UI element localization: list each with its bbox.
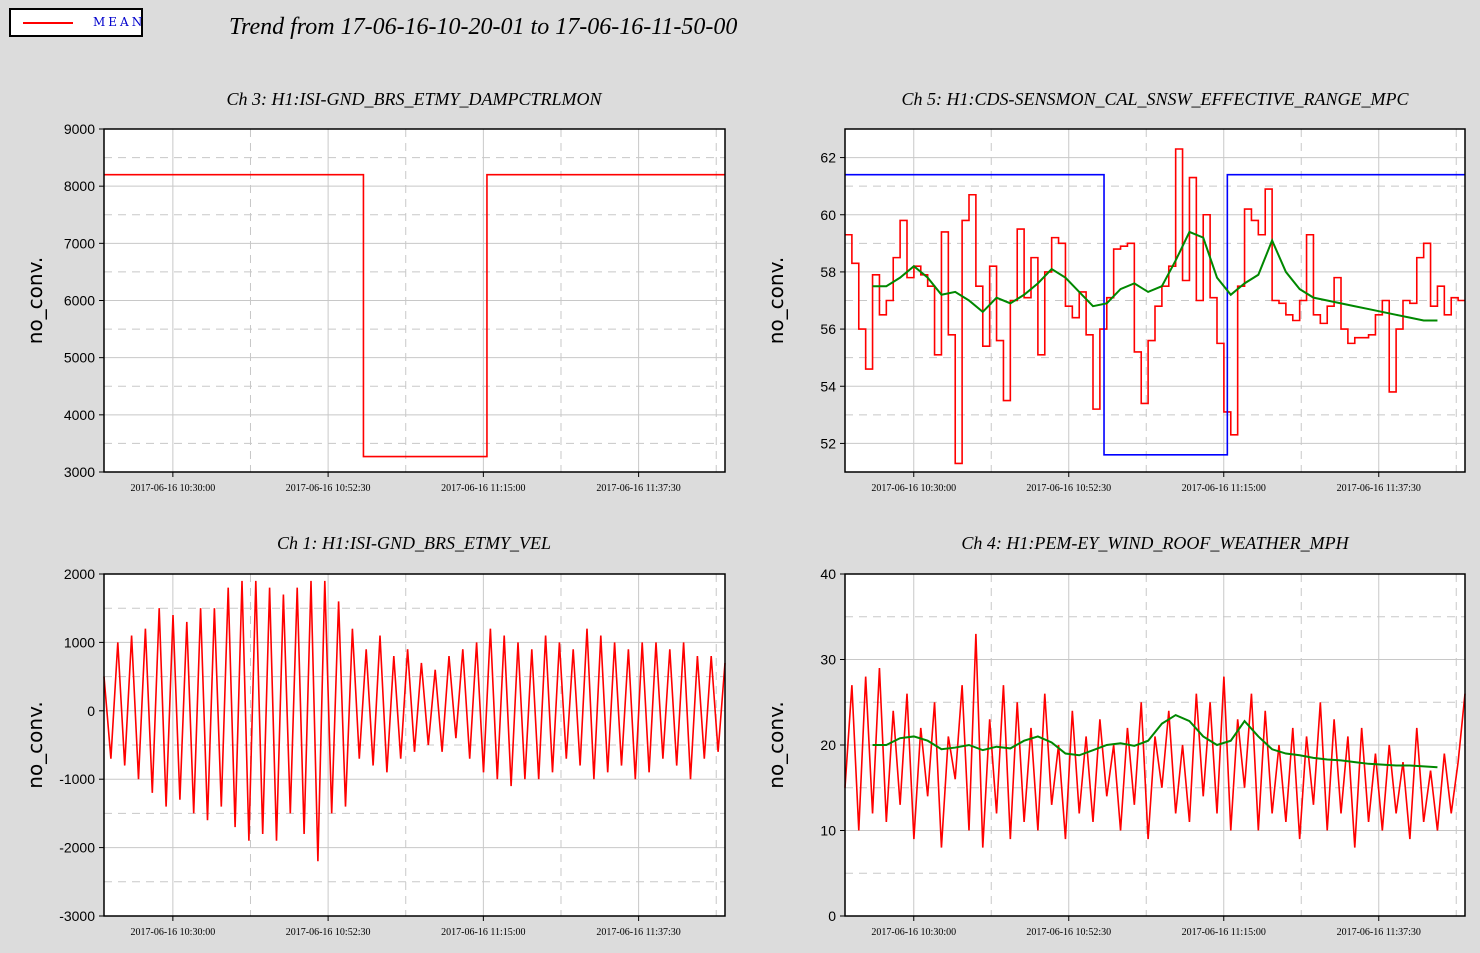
y-tick-label: 10 [820,823,836,839]
y-axis-label: no_conv. [764,701,788,788]
y-tick-label: 0 [87,703,95,719]
series-line-2 [845,173,1465,456]
x-tick-label: 2017-06-16 11:37:30 [596,483,680,494]
chart-panel-2: 52 54 56 58 60 62 2017-06-16 10:30:00 2017-06-1… [764,89,1466,494]
x-tick-label: 2017-06-16 10:52:30 [1026,927,1111,938]
x-tick-label: 2017-06-16 10:30:00 [131,927,216,938]
chart-panel-3: -3000 -2000 -1000 0 1000 2000 2017-06-16 10:30… [23,533,726,938]
y-tick-label: 9000 [64,121,95,137]
series-line-1 [845,148,1465,465]
series-line-1 [104,173,725,458]
series-line-1 [103,580,726,862]
y-tick-label: 8000 [64,178,95,194]
y-tick-label: 30 [820,652,836,668]
legend-label: MEAN [93,15,146,29]
y-tick-label: 52 [820,435,836,451]
y-tick-label: 20 [820,737,836,753]
chart-title: Ch 3: H1:ISI-GND_BRS_ETMY_DAMPCTRLMON [227,89,603,109]
x-tick-label: 2017-06-16 10:30:00 [871,927,956,938]
chart-panel-4: 0 10 20 30 40 2017-06-16 10:30:00 2017-06-16 1… [764,533,1466,938]
y-tick-label: 7000 [64,235,95,251]
chart-title: Ch 5: H1:CDS-SENSMON_CAL_SNSW_EFFECTIVE_… [902,89,1410,109]
y-tick-label: -1000 [59,771,95,787]
page-title: Trend from 17-06-16-10-20-01 to 17-06-16… [229,14,738,40]
series-line-2 [872,713,1438,769]
y-tick-label: 2000 [64,566,95,582]
plot-frame [103,573,726,917]
y-tick-label: -2000 [59,840,95,856]
y-axis-label: no_conv. [23,701,47,788]
x-tick-label: 2017-06-16 10:52:30 [286,483,371,494]
chart-title: Ch 4: H1:PEM-EY_WIND_ROOF_WEATHER_MPH [961,533,1349,553]
y-axis-label: no_conv. [764,257,788,344]
x-tick-label: 2017-06-16 10:52:30 [286,927,371,938]
y-tick-label: 62 [820,150,836,166]
legend-box: MEAN [9,8,143,37]
y-tick-label: -3000 [59,908,95,924]
y-tick-label: 54 [820,378,836,394]
x-tick-label: 2017-06-16 10:30:00 [871,483,956,494]
x-tick-label: 2017-06-16 11:15:00 [441,927,525,938]
y-tick-label: 60 [820,207,836,223]
y-tick-label: 0 [828,908,836,924]
y-tick-label: 40 [820,566,836,582]
series-line-3 [872,230,1438,322]
y-tick-label: 4000 [64,407,95,423]
x-tick-label: 2017-06-16 11:15:00 [1182,927,1266,938]
y-tick-label: 58 [820,264,836,280]
plot-frame [844,128,1466,473]
y-tick-label: 6000 [64,293,95,309]
x-tick-label: 2017-06-16 11:15:00 [1182,483,1266,494]
x-tick-label: 2017-06-16 11:37:30 [1337,927,1421,938]
x-tick-label: 2017-06-16 11:15:00 [441,483,525,494]
x-tick-label: 2017-06-16 11:37:30 [596,927,680,938]
chart-title: Ch 1: H1:ISI-GND_BRS_ETMY_VEL [277,533,551,553]
legend-swatch [23,22,73,24]
y-tick-label: 5000 [64,350,95,366]
x-tick-label: 2017-06-16 11:37:30 [1337,483,1421,494]
y-tick-label: 1000 [64,634,95,650]
series-line-1 [844,633,1466,848]
y-tick-label: 3000 [64,464,95,480]
y-axis-label: no_conv. [23,257,47,344]
x-tick-label: 2017-06-16 10:52:30 [1026,483,1111,494]
y-tick-label: 56 [820,321,836,337]
x-tick-label: 2017-06-16 10:30:00 [131,483,216,494]
chart-panel-1: 3000 4000 5000 6000 7000 8000 9000 2017-06-16 1… [23,89,726,494]
